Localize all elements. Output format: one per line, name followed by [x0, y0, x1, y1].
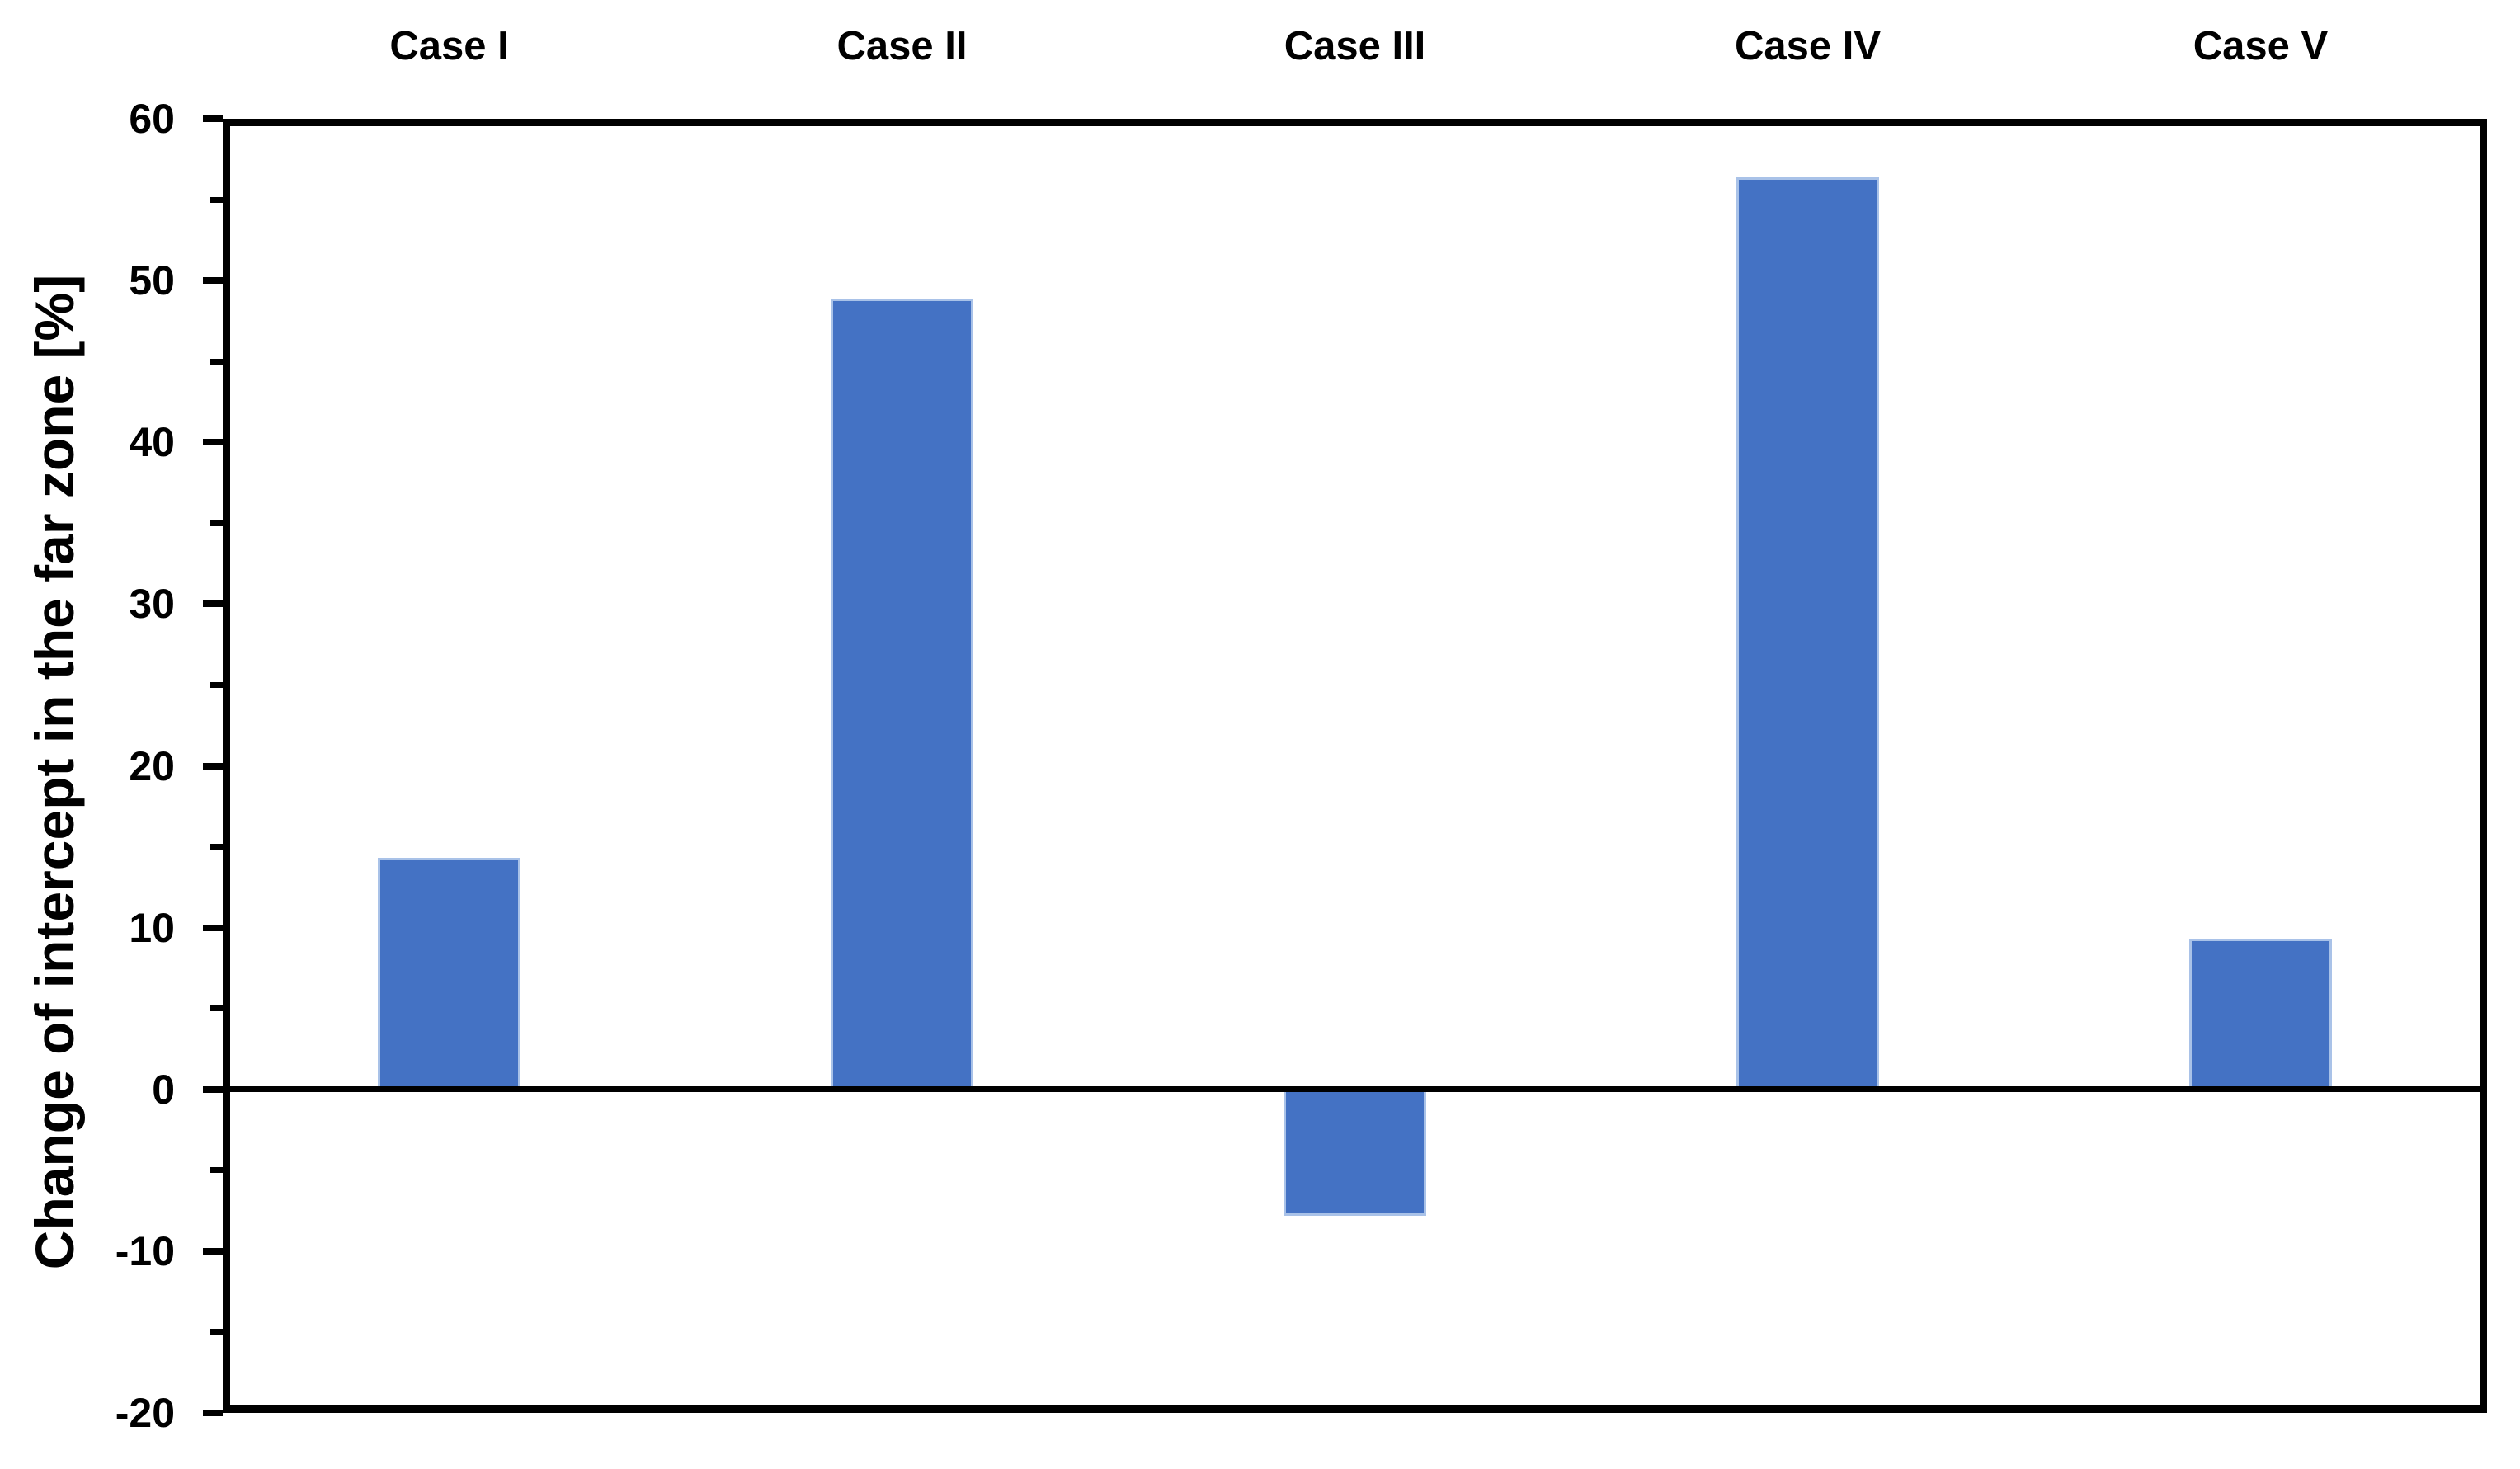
y-tick-label: 40 — [129, 419, 175, 466]
y-minor-tick — [210, 1005, 223, 1012]
y-tick-label: -20 — [115, 1390, 175, 1436]
y-major-tick — [203, 277, 223, 285]
category-label: Case II — [836, 24, 968, 68]
y-major-tick — [203, 439, 223, 446]
y-tick-label: 60 — [129, 96, 175, 142]
bar — [831, 298, 973, 1090]
y-major-tick — [203, 115, 223, 122]
y-minor-tick — [210, 1167, 223, 1174]
y-major-tick — [203, 1247, 223, 1255]
category-label: Case IV — [1734, 24, 1882, 68]
y-tick-label: 0 — [152, 1066, 175, 1113]
bar — [378, 858, 520, 1090]
y-major-tick — [203, 1085, 223, 1093]
bar — [2189, 939, 2332, 1090]
y-tick-label: 10 — [129, 904, 175, 951]
category-label: Case V — [2193, 24, 2329, 68]
category-label: Case III — [1284, 24, 1426, 68]
y-major-tick — [203, 762, 223, 770]
category-label: Case I — [389, 24, 509, 68]
y-minor-tick — [210, 681, 223, 688]
y-major-tick — [203, 1410, 223, 1416]
y-tick-label: 50 — [129, 257, 175, 304]
zero-baseline — [223, 1086, 2487, 1093]
y-minor-tick — [210, 196, 223, 203]
bar — [1736, 177, 1879, 1090]
plot-overlay — [203, 115, 2487, 1416]
y-minor-tick — [210, 520, 223, 526]
bar — [1284, 1089, 1426, 1216]
y-minor-tick — [210, 1329, 223, 1335]
y-minor-tick — [210, 358, 223, 365]
y-major-tick — [203, 924, 223, 931]
y-tick-label: -10 — [115, 1227, 175, 1274]
y-major-tick — [203, 600, 223, 608]
y-minor-tick — [210, 844, 223, 850]
y-tick-label: 30 — [129, 581, 175, 628]
y-tick-label: 20 — [129, 742, 175, 789]
